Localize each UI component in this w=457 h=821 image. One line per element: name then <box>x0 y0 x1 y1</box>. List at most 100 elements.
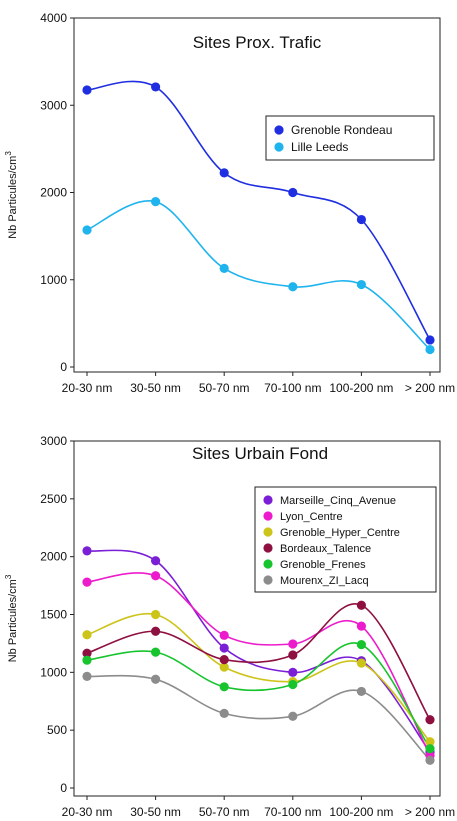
data-point-lyon-centre <box>82 577 92 587</box>
data-point-grenoble-frenes <box>219 682 229 692</box>
y-tick-label: 3000 <box>40 98 67 112</box>
x-tick-label: > 200 nm <box>405 805 455 819</box>
data-point-bordeaux-talence <box>82 648 92 658</box>
series-line-lyon-centre <box>86 572 431 756</box>
x-tick-label: > 200 nm <box>405 381 455 395</box>
y-tick-label: 1500 <box>40 608 67 622</box>
legend-label: Marseille_Cinq_Avenue <box>280 495 396 507</box>
chart-urban-svg: 0 500 1000 1500 2000 2500 3000 20-30 nm 30-50 nm… <box>4 434 455 819</box>
legend-label: Mourenx_ZI_Lacq <box>280 575 369 587</box>
data-point-grenoble-frenes <box>82 655 92 665</box>
x-tick-label: 20-30 nm <box>62 381 113 395</box>
x-tick-label: 100-200 nm <box>329 381 393 395</box>
data-point-grenoble-hyper-centre <box>356 658 366 668</box>
data-point-grenoble-hyper-centre <box>425 737 435 747</box>
data-point-bordeaux-talence <box>151 626 161 636</box>
data-point-lille-leeds <box>151 197 161 207</box>
y-tick-label: 3000 <box>40 434 67 448</box>
legend-marker <box>263 559 273 569</box>
data-point-grenoble-rondeau <box>151 82 161 92</box>
data-point-mourenx-zi-lacq <box>151 674 161 684</box>
y-tick-label: 1000 <box>40 273 67 287</box>
legend-label: Grenoble Rondeau <box>291 123 392 137</box>
y-tick-label: 500 <box>47 723 67 737</box>
legend-label: Lille Leeds <box>291 140 348 154</box>
data-point-bordeaux-talence <box>356 600 366 610</box>
data-point-lyon-centre <box>356 621 366 631</box>
data-point-mourenx-zi-lacq <box>425 755 435 765</box>
legend-marker <box>263 575 273 585</box>
data-point-lille-leeds <box>425 344 435 355</box>
y-tick-label: 2000 <box>40 186 67 200</box>
chart-traffic-svg: 0 1000 2000 3000 4000 20-30 nm 30-50 nm 50-70 n… <box>4 11 455 395</box>
legend-marker <box>274 125 284 135</box>
series-line-grenoble-frenes <box>86 642 431 750</box>
x-tick-label: 100-200 nm <box>329 805 393 819</box>
chart-traffic-sites: 0 1000 2000 3000 4000 20-30 nm 30-50 nm 50-70 n… <box>0 0 457 405</box>
data-point-mourenx-zi-lacq <box>288 711 298 721</box>
data-point-marseille-cinq-avenue <box>82 546 92 556</box>
data-point-grenoble-rondeau <box>219 168 229 178</box>
data-point-marseille-cinq-avenue <box>219 643 229 653</box>
y-axis-label: Nb Particules/cm3 <box>4 574 19 662</box>
data-point-grenoble-frenes <box>288 679 298 690</box>
y-tick-label: 1000 <box>40 665 67 679</box>
data-point-lille-leeds <box>219 263 229 274</box>
data-point-marseille-cinq-avenue <box>151 556 161 566</box>
series-line-mourenx-zi-lacq <box>86 674 431 761</box>
legend-label: Lyon_Centre <box>280 511 343 523</box>
x-tick-label: 30-50 nm <box>130 805 181 819</box>
plot-frame <box>73 17 441 373</box>
legend-label: Bordeaux_Talence <box>280 543 371 555</box>
data-point-lille-leeds <box>288 282 298 292</box>
data-point-mourenx-zi-lacq <box>356 686 366 697</box>
y-tick-label: 2500 <box>40 492 67 506</box>
y-tick-label: 2000 <box>40 550 67 564</box>
data-point-mourenx-zi-lacq <box>219 708 229 718</box>
chart-title: Sites Urbain Fond <box>192 444 328 463</box>
data-point-grenoble-hyper-centre <box>219 662 229 672</box>
x-tick-label: 70-100 nm <box>264 805 321 819</box>
data-point-grenoble-frenes <box>151 647 161 657</box>
data-point-mourenx-zi-lacq <box>82 671 92 681</box>
data-point-grenoble-rondeau <box>425 335 435 345</box>
data-point-bordeaux-talence <box>219 655 229 665</box>
y-axis-label: Nb Particules/cm3 <box>4 151 19 239</box>
data-point-lille-leeds <box>356 279 366 290</box>
data-point-grenoble-rondeau <box>82 85 92 95</box>
series-line-lille-leeds <box>86 200 431 351</box>
data-point-grenoble-frenes <box>356 639 366 650</box>
legend-marker <box>263 495 273 505</box>
data-point-lille-leeds <box>82 225 92 235</box>
data-point-grenoble-rondeau <box>288 187 298 198</box>
y-tick-label: 0 <box>60 360 67 374</box>
legend-marker <box>263 511 273 521</box>
y-tick-label: 0 <box>60 781 67 795</box>
legend-box <box>254 486 437 593</box>
x-tick-label: 30-50 nm <box>130 381 181 395</box>
data-point-bordeaux-talence <box>425 715 435 725</box>
chart-urban-sites: 0 500 1000 1500 2000 2500 3000 20-30 nm 30-50 nm… <box>0 410 457 821</box>
legend-marker <box>274 142 284 152</box>
legend-box <box>265 115 435 161</box>
data-point-grenoble-hyper-centre <box>82 630 92 640</box>
legend-marker <box>263 527 273 537</box>
x-tick-label: 50-70 nm <box>199 805 250 819</box>
legend-marker <box>263 543 273 553</box>
legend-label: Grenoble_Frenes <box>280 559 366 571</box>
data-point-bordeaux-talence <box>288 650 298 660</box>
plot-frame <box>73 440 441 797</box>
data-point-lyon-centre <box>151 571 161 581</box>
data-point-grenoble-frenes <box>425 744 435 754</box>
x-tick-label: 50-70 nm <box>199 381 250 395</box>
data-point-lyon-centre <box>288 639 298 649</box>
data-point-marseille-cinq-avenue <box>288 667 298 677</box>
y-tick-label: 4000 <box>40 11 67 25</box>
legend-label: Grenoble_Hyper_Centre <box>280 527 400 539</box>
x-tick-label: 20-30 nm <box>62 805 113 819</box>
data-point-lyon-centre <box>219 630 229 640</box>
data-point-grenoble-rondeau <box>356 214 366 225</box>
x-tick-label: 70-100 nm <box>264 381 321 395</box>
data-point-grenoble-hyper-centre <box>151 609 161 620</box>
chart-title: Sites Prox. Trafic <box>193 33 322 52</box>
